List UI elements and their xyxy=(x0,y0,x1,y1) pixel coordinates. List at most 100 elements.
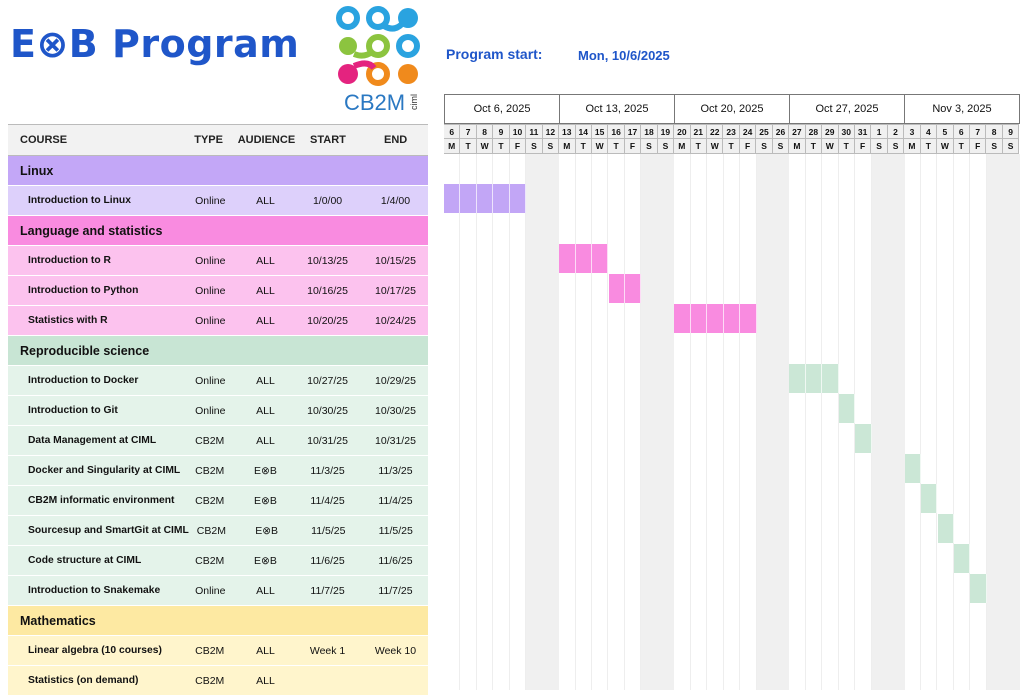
table-row[interactable]: Statistics (on demand) CB2M ALL xyxy=(8,666,428,696)
weekday-letter: S xyxy=(657,139,675,154)
course-type: CB2M xyxy=(195,554,225,567)
table-row[interactable]: Data Management at CIML CB2M ALL 10/31/25 10… xyxy=(8,426,428,456)
day-number: 15 xyxy=(591,124,609,139)
course-name: CB2M informatic environment xyxy=(28,495,175,506)
table-row[interactable]: Introduction to Python Online ALL 10/16/25 1… xyxy=(8,276,428,306)
section-row: Reproducible science xyxy=(8,336,428,366)
week-label: Oct 27, 2025 xyxy=(789,94,904,124)
weekday-letter: S xyxy=(641,139,658,154)
day-number: 9 xyxy=(1002,124,1020,139)
day-column xyxy=(493,154,510,690)
table-row[interactable]: CB2M informatic environment CB2M E⊗B 11/4/2… xyxy=(8,486,428,516)
gantt-bar-segment[interactable] xyxy=(805,364,823,393)
day-number: 24 xyxy=(739,124,757,139)
course-name: Introduction to Snakemake xyxy=(28,585,161,596)
gantt-bar-segment[interactable] xyxy=(789,364,806,393)
course-start: 10/30/25 xyxy=(307,404,348,417)
weekday-letter: T xyxy=(493,139,510,154)
day-number: 12 xyxy=(542,124,560,139)
section-title: Language and statistics xyxy=(20,223,163,238)
gantt-bar-segment[interactable] xyxy=(559,244,576,273)
weekday-letter: W xyxy=(822,139,839,154)
course-end: 10/31/25 xyxy=(375,434,416,447)
table-row[interactable]: Introduction to R Online ALL 10/13/25 10/15/… xyxy=(8,246,428,276)
week-label: Oct 13, 2025 xyxy=(559,94,674,124)
gantt-bar-segment[interactable] xyxy=(740,304,757,333)
course-end: 10/30/25 xyxy=(375,404,416,417)
weekday-letter: S xyxy=(542,139,560,154)
day-number: 30 xyxy=(838,124,855,139)
gantt-bar-segment[interactable] xyxy=(624,274,642,303)
weekday-letter: W xyxy=(937,139,954,154)
course-audience: E⊗B xyxy=(254,464,277,477)
weekend-column xyxy=(986,154,1004,690)
day-number: 7 xyxy=(460,124,477,139)
gantt-bar-segment[interactable] xyxy=(937,514,954,543)
day-column xyxy=(855,154,872,690)
gantt-bar-segment[interactable] xyxy=(953,544,971,573)
course-start: 11/5/25 xyxy=(311,524,346,537)
table-row[interactable]: Introduction to Linux Online ALL 1/0/00 1/4/… xyxy=(8,186,428,216)
gantt-bar-segment[interactable] xyxy=(855,424,872,453)
table-row[interactable]: Introduction to Snakemake Online ALL 11/7/2… xyxy=(8,576,428,606)
gantt-bar-segment[interactable] xyxy=(444,184,461,213)
program-start-value: Mon, 10/6/2025 xyxy=(578,48,670,63)
week-label: Nov 3, 2025 xyxy=(904,94,1020,124)
weekend-column xyxy=(1003,154,1020,690)
day-number: 18 xyxy=(641,124,658,139)
cb2m-logo xyxy=(336,6,420,86)
gantt-bar-segment[interactable] xyxy=(970,574,987,603)
table-row[interactable]: Sourcesup and SmartGit at CIML CB2M E⊗B 11/… xyxy=(8,516,428,546)
day-column xyxy=(625,154,642,690)
gantt-bar-segment[interactable] xyxy=(476,184,494,213)
day-column xyxy=(592,154,609,690)
course-start: 11/7/25 xyxy=(310,584,345,597)
table-row[interactable]: Docker and Singularity at CIML CB2M E⊗B 11/… xyxy=(8,456,428,486)
course-name: Code structure at CIML xyxy=(28,555,142,566)
gantt-bar-segment[interactable] xyxy=(509,184,527,213)
day-number: 19 xyxy=(657,124,675,139)
table-row[interactable]: Introduction to Docker Online ALL 10/27/25 1… xyxy=(8,366,428,396)
gantt-bar-segment[interactable] xyxy=(690,304,708,333)
gantt-bar-segment[interactable] xyxy=(493,184,510,213)
weekday-letter: W xyxy=(476,139,494,154)
course-start: 10/27/25 xyxy=(307,374,348,387)
course-name: Statistics with R xyxy=(28,315,108,326)
gantt-bar-segment[interactable] xyxy=(707,304,724,333)
course-audience: ALL xyxy=(256,374,275,387)
gantt-bar-segment[interactable] xyxy=(904,454,922,483)
gantt-bar-segment[interactable] xyxy=(723,304,741,333)
weekday-letter: T xyxy=(805,139,823,154)
section-title: Reproducible science xyxy=(20,343,150,358)
weekday-letter: S xyxy=(756,139,773,154)
day-column xyxy=(609,154,625,690)
day-number: 11 xyxy=(526,124,543,139)
course-type: CB2M xyxy=(195,494,225,507)
course-name: Introduction to Docker xyxy=(28,375,139,386)
gantt-bar-segment[interactable] xyxy=(921,484,938,513)
table-row[interactable]: Introduction to Git Online ALL 10/30/25 10/3… xyxy=(8,396,428,426)
weekday-letter: T xyxy=(460,139,477,154)
gantt-bar-segment[interactable] xyxy=(575,244,593,273)
day-number: 10 xyxy=(509,124,527,139)
course-name: Introduction to Git xyxy=(28,405,118,416)
gantt-bar-segment[interactable] xyxy=(460,184,477,213)
week-label: Oct 20, 2025 xyxy=(674,94,789,124)
weekday-letter: F xyxy=(509,139,527,154)
course-start: 10/13/25 xyxy=(307,254,348,267)
course-type: CB2M xyxy=(195,434,225,447)
weekend-column xyxy=(526,154,543,690)
gantt-bar-segment[interactable] xyxy=(822,364,839,393)
table-row[interactable]: Statistics with R Online ALL 10/20/25 10/24/… xyxy=(8,306,428,336)
gantt-bar-segment[interactable] xyxy=(838,394,856,423)
gantt-bar-segment[interactable] xyxy=(674,304,691,333)
table-row[interactable]: Linear algebra (10 courses) CB2M ALL Week 1… xyxy=(8,636,428,666)
gantt-bar-segment[interactable] xyxy=(608,274,625,303)
weekday-letter: W xyxy=(591,139,609,154)
day-column xyxy=(559,154,576,690)
table-row[interactable]: Code structure at CIML CB2M E⊗B 11/6/25 11/6… xyxy=(8,546,428,576)
day-column xyxy=(576,154,593,690)
gantt-bar-segment[interactable] xyxy=(592,244,609,273)
course-name: Sourcesup and SmartGit at CIML xyxy=(28,525,189,536)
